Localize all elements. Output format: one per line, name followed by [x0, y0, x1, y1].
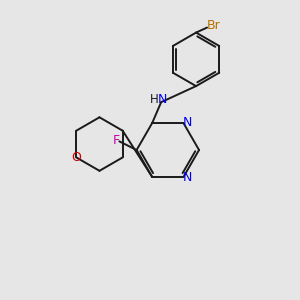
Text: F: F — [113, 134, 120, 146]
Text: Br: Br — [207, 19, 221, 32]
Text: O: O — [71, 151, 81, 164]
Text: N: N — [182, 170, 192, 184]
Text: H: H — [150, 93, 159, 106]
Text: N: N — [158, 93, 167, 106]
Text: N: N — [182, 116, 192, 130]
